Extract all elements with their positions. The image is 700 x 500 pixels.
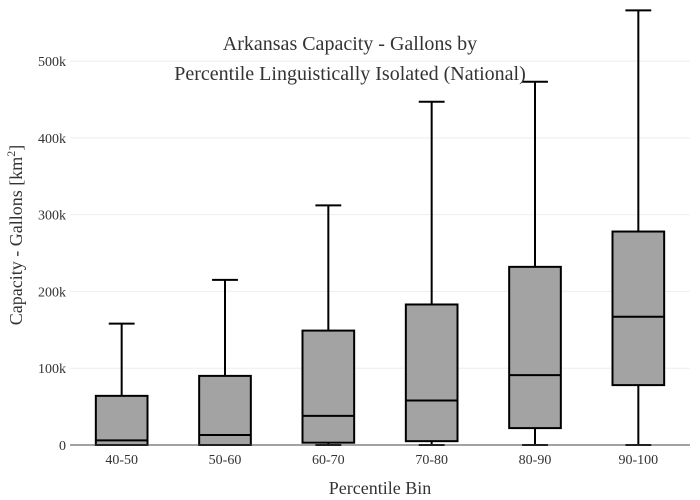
box-90-100 [611,9,666,446]
iqr-box [94,394,149,447]
boxes-layer [94,9,666,447]
y-axis-title-superscript: 2 [4,151,18,157]
x-tick-label: 60-70 [312,453,345,468]
x-tick-label: 80-90 [519,453,552,468]
y-axis-title-end: ] [6,145,26,151]
y-tick-label: 100k [38,362,66,377]
x-axis-title: Percentile Bin [329,478,431,498]
iqr-box [198,374,252,446]
box-70-80 [404,100,459,446]
box-50-60 [198,278,252,446]
y-tick-labels: 0 100k 200k 300k 400k 500k [38,55,66,454]
y-tick-label: 500k [38,55,66,70]
chart-title-line-2: Percentile Linguistically Isolated (Nati… [174,63,526,85]
x-tick-label: 40-50 [105,453,138,468]
iqr-box [611,230,666,387]
y-axis-title-main: Capacity - Gallons [km [6,157,26,325]
box-40-50 [94,322,149,447]
box-80-90 [508,80,562,446]
x-tick-label: 90-100 [618,453,658,468]
chart-title-line-1: Arkansas Capacity - Gallons by [223,33,477,55]
y-tick-label: 0 [59,439,66,454]
iqr-box [301,329,356,444]
y-tick-label: 300k [38,209,66,224]
iqr-box [404,303,459,443]
x-tick-labels: 40-50 50-60 60-70 70-80 80-90 90-100 [105,453,658,468]
x-tick-label: 70-80 [415,453,448,468]
box-60-70 [301,204,356,446]
x-tick-label: 50-60 [209,453,242,468]
y-tick-label: 400k [38,132,66,147]
y-axis-title: Capacity - Gallons [km2] [4,145,26,325]
grid-layer [70,60,690,369]
iqr-box [508,265,562,430]
y-tick-label: 200k [38,285,66,300]
